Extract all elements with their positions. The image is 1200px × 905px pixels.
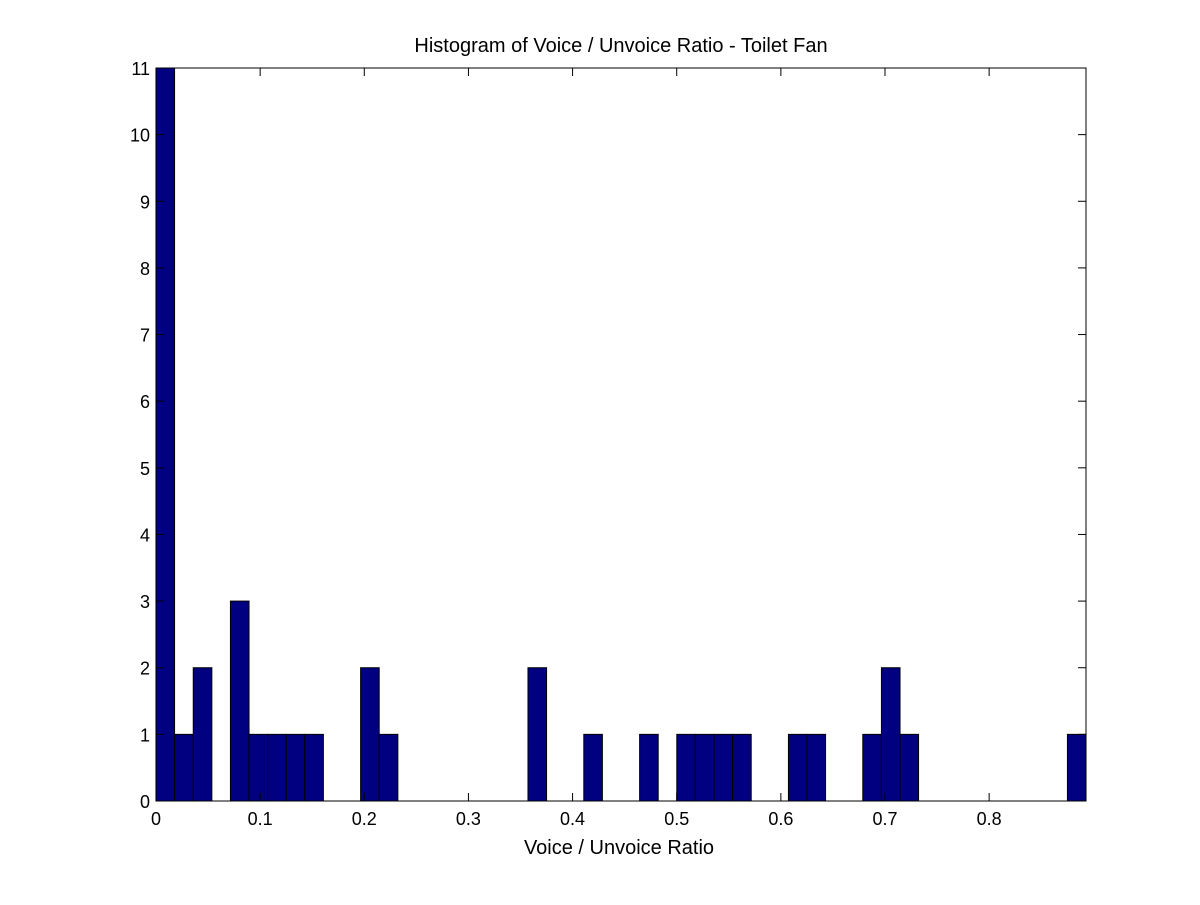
x-tick-label: 0.3 [456,809,481,829]
y-tick-label: 11 [131,59,150,79]
histogram-bar [583,733,603,802]
bars-group [155,67,1087,802]
x-tick-label: 0.5 [664,809,689,829]
y-tick-label: 5 [140,459,150,479]
histogram-bar [787,733,808,802]
histogram-bar [880,667,901,802]
histogram-bar [527,667,548,802]
plot-frame [155,67,1087,802]
histogram-bar [676,733,696,802]
histogram-bar [732,733,752,802]
x-tick-label: 0.8 [977,809,1002,829]
y-tick-label: 8 [140,259,150,279]
histogram-bar [694,733,715,802]
histogram-bar [862,733,882,802]
histogram-bar [639,733,659,802]
histogram-bar [360,667,380,802]
y-tick-label: 4 [140,525,150,545]
x-tick-label: 0 [151,809,161,829]
x-tick-label: 0.6 [768,809,793,829]
histogram-bar [248,733,269,802]
y-tick-label: 10 [130,126,150,146]
ticks-group: 0 0.1 0.2 0.3 0.4 0.5 0.6 0.7 0.8 0 1 2 3 4 5 6 7 8 9 10 11 [130,59,1086,829]
x-axis-label: Voice / Unvoice Ratio [524,837,714,859]
histogram-bar [713,733,734,802]
histogram-bar [192,667,213,802]
histogram-bar [174,733,194,802]
histogram-bar [155,67,176,802]
y-tick-label: 9 [140,192,150,212]
y-tick-label: 3 [140,592,150,612]
histogram-bar [1066,733,1087,802]
histogram-bar [806,733,827,802]
plot-area [156,68,1086,801]
histogram-bar [378,733,399,802]
y-tick-label: 2 [140,659,150,679]
histogram-bar [229,600,250,802]
y-tick-label: 7 [140,326,150,346]
y-tick-label: 1 [140,725,150,745]
x-tick-label: 0.4 [560,809,585,829]
x-tick-label: 0.2 [352,809,377,829]
histogram-bar [304,733,324,802]
y-tick-label: 0 [140,792,150,812]
chart-title: Histogram of Voice / Unvoice Ratio - Toi… [414,35,827,57]
y-tick-label: 6 [140,392,150,412]
x-tick-label: 0.1 [248,809,273,829]
histogram-bar [267,733,287,802]
histogram-bar [285,733,306,802]
x-tick-label: 0.7 [872,809,897,829]
histogram-bar [899,733,920,802]
